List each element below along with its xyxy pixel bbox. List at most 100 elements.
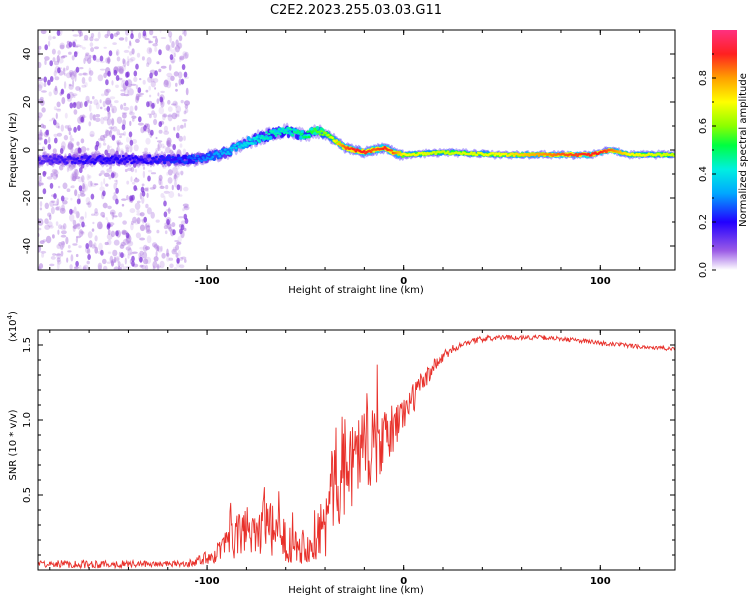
noise-speck <box>85 243 89 249</box>
noise-blob <box>97 137 104 142</box>
ridge-mark <box>84 154 88 159</box>
noise-blob <box>158 178 162 186</box>
noise-blob <box>160 179 163 188</box>
ridge-mark <box>320 130 323 133</box>
noise-blob <box>84 211 87 219</box>
ridge-mark <box>298 131 301 134</box>
noise-blob <box>163 190 170 194</box>
ridge-mark <box>207 153 211 157</box>
noise-blob <box>162 113 166 121</box>
noise-blob <box>66 188 71 192</box>
noise-blob <box>180 170 184 176</box>
noise-blob <box>155 147 161 152</box>
noise-blob <box>72 34 79 37</box>
noise-speck <box>68 41 73 48</box>
spectrogram-panel: -100 0 100 -40 -20 0 20 40 Height of straight … <box>8 29 676 296</box>
noise-blob <box>116 116 123 125</box>
noise-blob <box>67 124 72 132</box>
noise-blob <box>112 126 118 132</box>
noise-blob <box>71 143 74 148</box>
ridge-mark <box>64 158 67 161</box>
ridge-mark <box>265 131 268 134</box>
noise-blob <box>118 37 125 41</box>
noise-speck <box>183 213 188 220</box>
noise-blob <box>83 38 89 42</box>
noise-blob <box>163 79 169 88</box>
spectrogram-ridge-layer <box>38 122 675 169</box>
noise-blob <box>38 245 42 253</box>
ridge-mark <box>128 158 132 161</box>
noise-speck <box>143 216 147 223</box>
noise-blob <box>65 236 69 245</box>
noise-blob <box>133 178 140 183</box>
noise-blob <box>60 234 67 238</box>
ridge-mark <box>193 157 197 160</box>
noise-blob <box>90 47 95 53</box>
noise-blob <box>39 207 43 211</box>
noise-blob <box>73 109 78 115</box>
ridge-mark <box>163 161 167 165</box>
noise-blob <box>76 141 80 146</box>
ridge-mark <box>313 127 316 130</box>
noise-blob <box>39 175 42 182</box>
noise-speck <box>121 124 126 131</box>
noise-blob <box>60 225 65 230</box>
noise-speck <box>69 208 73 215</box>
ridge-mark <box>148 154 151 158</box>
noise-speck <box>176 257 180 264</box>
noise-blob <box>48 214 52 221</box>
noise-blob <box>94 38 100 42</box>
ridge-mark <box>433 150 436 154</box>
noise-blob <box>163 145 166 149</box>
noise-blob <box>94 150 100 156</box>
noise-blob <box>158 68 162 73</box>
noise-speck <box>110 33 114 40</box>
noise-blob <box>162 114 168 118</box>
noise-blob <box>44 59 47 65</box>
noise-blob <box>145 223 148 231</box>
noise-blob <box>50 256 56 260</box>
noise-blob <box>54 85 58 92</box>
noise-speck <box>99 55 104 62</box>
noise-blob <box>141 264 146 270</box>
noise-blob <box>45 235 52 244</box>
ridge-mark <box>42 155 45 158</box>
noise-blob <box>146 57 152 65</box>
ridge-mark <box>291 133 294 137</box>
noise-blob <box>152 260 158 269</box>
noise-blob <box>134 202 141 210</box>
noise-blob <box>79 87 81 93</box>
ridge-mark <box>192 154 195 157</box>
noise-speck <box>151 102 155 109</box>
ridge-mark <box>605 150 608 154</box>
noise-blob <box>98 173 102 177</box>
noise-blob <box>94 235 98 242</box>
noise-blob <box>152 43 158 47</box>
noise-blob <box>103 138 106 143</box>
ridge-mark <box>57 155 60 158</box>
noise-blob <box>165 184 169 190</box>
noise-blob <box>182 30 186 33</box>
noise-blob <box>52 253 57 256</box>
noise-blob <box>113 182 117 190</box>
noise-blob <box>63 81 67 89</box>
noise-speck <box>128 131 133 138</box>
noise-blob <box>178 135 183 142</box>
ridge-mark <box>281 127 285 130</box>
noise-blob <box>182 119 188 122</box>
noise-blob <box>129 208 136 214</box>
noise-blob <box>106 118 112 126</box>
noise-blob <box>176 171 181 175</box>
noise-blob <box>172 100 178 107</box>
noise-blob <box>92 114 96 121</box>
noise-blob <box>72 79 75 87</box>
ridge-mark <box>55 158 59 161</box>
noise-blob <box>89 134 95 137</box>
noise-blob <box>56 101 61 108</box>
noise-blob <box>62 241 65 248</box>
noise-blob <box>82 72 87 76</box>
noise-speck <box>66 93 71 100</box>
noise-blob <box>104 89 109 96</box>
noise-blob <box>174 240 179 242</box>
noise-speck <box>115 187 119 194</box>
